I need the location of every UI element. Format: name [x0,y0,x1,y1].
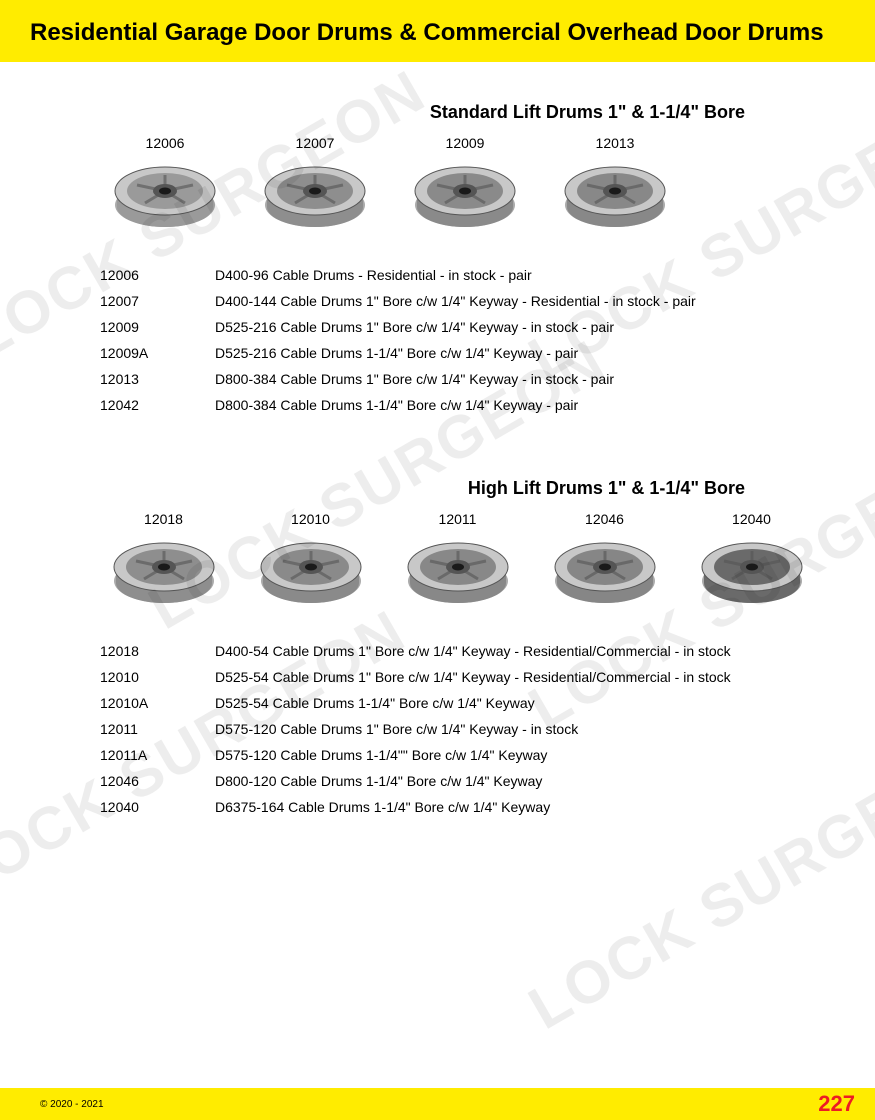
spec-code: 12007 [100,293,215,309]
spec-description: D525-54 Cable Drums 1-1/4" Bore c/w 1/4"… [215,695,815,711]
drum-item: 12007 [250,135,380,237]
drum-label: 12009 [400,135,530,151]
spec-description: D400-144 Cable Drums 1" Bore c/w 1/4" Ke… [215,293,815,309]
spec-code: 12011 [100,721,215,737]
footer-bar: © 2020 - 2021 227 [0,1088,875,1120]
drum-label: 12040 [688,511,815,527]
drum-icon [104,533,224,613]
drum-row-highlift: 12018 12010 [60,511,815,613]
drum-item: 12010 [247,511,374,613]
spec-row: 12011AD575-120 Cable Drums 1-1/4"" Bore … [100,742,815,768]
spec-description: D575-120 Cable Drums 1-1/4"" Bore c/w 1/… [215,747,815,763]
drum-item: 12009 [400,135,530,237]
drum-label: 12011 [394,511,521,527]
drum-item: 12011 [394,511,521,613]
drum-row-standard: 12006 12007 [60,135,815,237]
drum-item: 12040 [688,511,815,613]
header-bar: Residential Garage Door Drums & Commerci… [0,0,875,62]
spec-list-standard: 12006D400-96 Cable Drums - Residential -… [60,262,815,418]
drum-label: 12010 [247,511,374,527]
spec-row: 12010D525-54 Cable Drums 1" Bore c/w 1/4… [100,664,815,690]
spec-description: D800-384 Cable Drums 1" Bore c/w 1/4" Ke… [215,371,815,387]
spec-list-highlift: 12018D400-54 Cable Drums 1" Bore c/w 1/4… [60,638,815,820]
spec-code: 12018 [100,643,215,659]
spec-row: 12007D400-144 Cable Drums 1" Bore c/w 1/… [100,288,815,314]
section-title-standard: Standard Lift Drums 1" & 1-1/4" Bore [60,102,815,123]
spec-description: D525-216 Cable Drums 1" Bore c/w 1/4" Ke… [215,319,815,335]
spec-row: 12009AD525-216 Cable Drums 1-1/4" Bore c… [100,340,815,366]
drum-icon [555,157,675,237]
spec-description: D400-96 Cable Drums - Residential - in s… [215,267,815,283]
spec-row: 12013D800-384 Cable Drums 1" Bore c/w 1/… [100,366,815,392]
spec-description: D525-216 Cable Drums 1-1/4" Bore c/w 1/4… [215,345,815,361]
spec-code: 12011A [100,747,215,763]
spec-code: 12006 [100,267,215,283]
spec-row: 12042D800-384 Cable Drums 1-1/4" Bore c/… [100,392,815,418]
spec-description: D6375-164 Cable Drums 1-1/4" Bore c/w 1/… [215,799,815,815]
spec-code: 12046 [100,773,215,789]
drum-label: 12046 [541,511,668,527]
content-area: Standard Lift Drums 1" & 1-1/4" Bore 120… [0,62,875,820]
spec-code: 12010 [100,669,215,685]
drum-item: 12006 [100,135,230,237]
drum-icon [398,533,518,613]
drum-item: 12013 [550,135,680,237]
spec-row: 12040D6375-164 Cable Drums 1-1/4" Bore c… [100,794,815,820]
spec-row: 12046D800-120 Cable Drums 1-1/4" Bore c/… [100,768,815,794]
spec-row: 12010AD525-54 Cable Drums 1-1/4" Bore c/… [100,690,815,716]
drum-label: 12018 [100,511,227,527]
spec-code: 12040 [100,799,215,815]
drum-label: 12013 [550,135,680,151]
spec-description: D800-384 Cable Drums 1-1/4" Bore c/w 1/4… [215,397,815,413]
page-number: 227 [818,1091,855,1117]
spec-row: 12009D525-216 Cable Drums 1" Bore c/w 1/… [100,314,815,340]
drum-icon [251,533,371,613]
section-title-highlift: High Lift Drums 1" & 1-1/4" Bore [60,478,815,499]
spec-code: 12009 [100,319,215,335]
spec-row: 12018D400-54 Cable Drums 1" Bore c/w 1/4… [100,638,815,664]
drum-icon [692,533,812,613]
page-title: Residential Garage Door Drums & Commerci… [30,18,845,48]
spec-code: 12013 [100,371,215,387]
spec-description: D800-120 Cable Drums 1-1/4" Bore c/w 1/4… [215,773,815,789]
drum-item: 12046 [541,511,668,613]
copyright-text: © 2020 - 2021 [40,1099,104,1110]
spec-code: 12010A [100,695,215,711]
drum-icon [255,157,375,237]
spec-code: 12042 [100,397,215,413]
drum-label: 12007 [250,135,380,151]
spec-row: 12006D400-96 Cable Drums - Residential -… [100,262,815,288]
spec-description: D400-54 Cable Drums 1" Bore c/w 1/4" Key… [215,643,815,659]
spec-description: D525-54 Cable Drums 1" Bore c/w 1/4" Key… [215,669,815,685]
drum-icon [545,533,665,613]
drum-icon [105,157,225,237]
drum-label: 12006 [100,135,230,151]
spec-description: D575-120 Cable Drums 1" Bore c/w 1/4" Ke… [215,721,815,737]
drum-item: 12018 [100,511,227,613]
spec-row: 12011D575-120 Cable Drums 1" Bore c/w 1/… [100,716,815,742]
spec-code: 12009A [100,345,215,361]
drum-icon [405,157,525,237]
